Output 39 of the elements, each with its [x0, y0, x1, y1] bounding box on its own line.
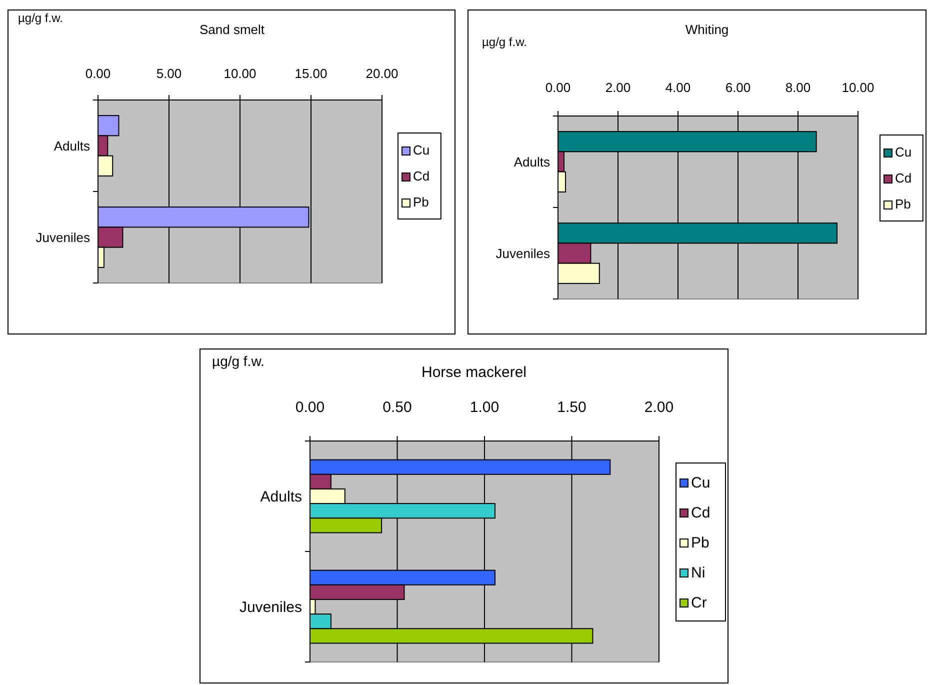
y-tick-label: Juveniles	[496, 246, 550, 261]
x-axis-title: µg/g f.w.	[482, 35, 527, 49]
y-tick-label: Adults	[260, 488, 302, 506]
legend-label: Cu	[895, 144, 912, 160]
x-tick-label: 10.00	[224, 66, 256, 81]
y-tick-label: Juveniles	[239, 599, 302, 616]
y-tick-label: Adults	[514, 154, 550, 170]
x-tick-label: 10.00	[842, 80, 874, 95]
x-tick-label: 0.50	[382, 399, 412, 416]
legend-label: Cu	[691, 474, 710, 492]
x-tick-label: 8.00	[785, 80, 811, 95]
chart-title: Sand smelt	[199, 22, 265, 37]
x-tick-label: 5.00	[156, 66, 182, 81]
legend-label: Cr	[691, 594, 707, 612]
legend-label: Ni	[691, 564, 706, 582]
x-tick-label: 2.00	[605, 80, 631, 95]
x-axis-title: µg/g f.w.	[18, 11, 63, 25]
y-tick-label: Adults	[54, 138, 90, 154]
x-tick-label: 1.00	[470, 399, 500, 416]
legend-label: Pb	[413, 194, 429, 210]
y-tick-label: Juveniles	[36, 230, 90, 245]
chart-title: Whiting	[685, 22, 729, 37]
x-tick-label: 0.00	[545, 80, 571, 95]
legend-label: Cd	[895, 170, 912, 186]
x-tick-label: 1.50	[557, 399, 586, 416]
x-tick-label: 15.00	[294, 66, 328, 81]
legend-label: Pb	[691, 534, 710, 552]
x-axis-title: µg/g f.w.	[212, 353, 264, 369]
x-tick-label: 4.00	[665, 80, 691, 95]
legend-label: Cd	[691, 504, 710, 522]
x-tick-label: 0.00	[295, 399, 325, 416]
legend-label: Cu	[413, 142, 430, 158]
chart-title: Horse mackerel	[421, 364, 527, 381]
x-tick-label: 20.00	[366, 66, 398, 81]
legend-label: Cd	[413, 168, 430, 184]
x-tick-label: 2.00	[644, 399, 674, 416]
x-tick-label: 0.00	[85, 66, 111, 81]
legend-label: Pb	[895, 196, 911, 212]
x-tick-label: 6.00	[725, 80, 751, 95]
